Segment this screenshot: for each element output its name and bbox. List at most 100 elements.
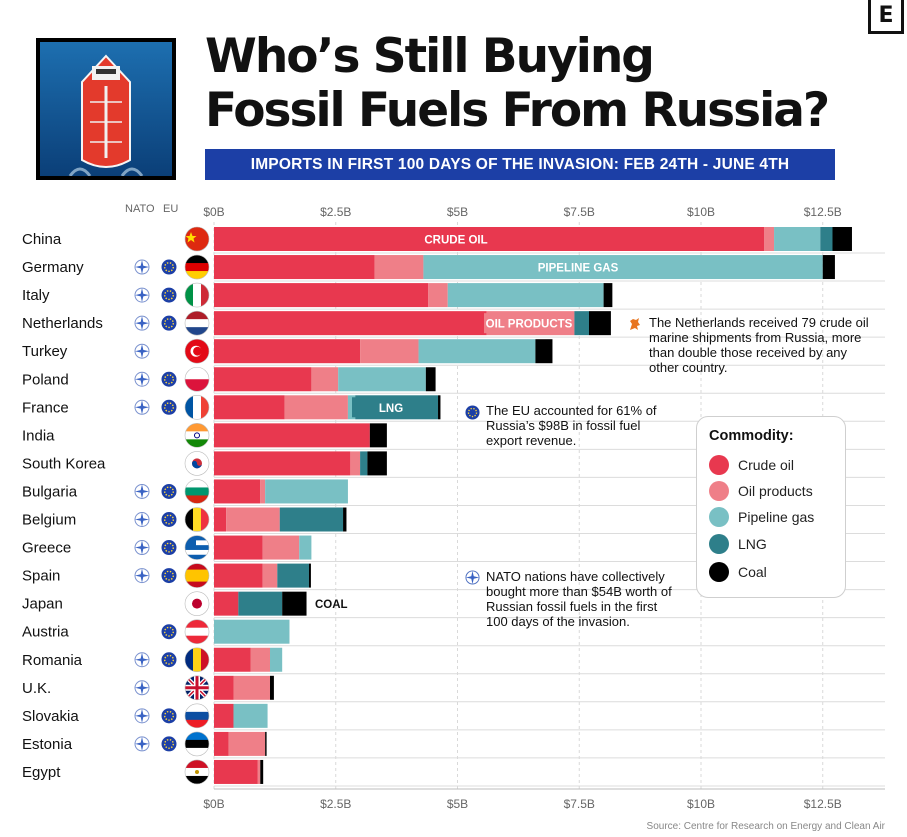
nato-icon-star bbox=[135, 372, 149, 387]
bar-bulgaria-oil-products bbox=[260, 479, 266, 504]
bar-japan-lng bbox=[238, 591, 283, 616]
flag-stripe bbox=[185, 255, 209, 264]
brand-logo-letter: E bbox=[878, 3, 894, 28]
nato-icon-star bbox=[135, 736, 149, 751]
flag-outline bbox=[184, 591, 210, 616]
flag-outline bbox=[184, 310, 210, 336]
country-label-bulgaria: Bulgaria bbox=[22, 483, 78, 500]
bar-germany-pipeline-gas bbox=[423, 255, 823, 280]
country-label-south-korea: South Korea bbox=[22, 455, 106, 472]
bar-italy-oil-products bbox=[428, 283, 448, 308]
bar-poland-crude-oil bbox=[214, 367, 312, 392]
x-tick-label-top: $2.5B bbox=[320, 205, 351, 219]
country-label-austria: Austria bbox=[22, 624, 69, 641]
flag-mark bbox=[195, 769, 199, 774]
bar-spain-coal bbox=[308, 563, 311, 588]
legend-label: Coal bbox=[738, 564, 767, 580]
legend-swatch-crude-oil bbox=[709, 455, 729, 475]
x-tick-label-top: $5B bbox=[447, 205, 468, 219]
bar-greece-oil-products bbox=[262, 535, 300, 560]
flag-stripe bbox=[201, 647, 209, 672]
bar-bulgaria-pipeline-gas bbox=[265, 479, 348, 504]
flag-stripe bbox=[185, 423, 209, 432]
bar-slovakia-pipeline-gas bbox=[233, 703, 268, 728]
flag-outline bbox=[184, 647, 210, 673]
country-label-belgium: Belgium bbox=[22, 512, 76, 529]
eu-icon-stars bbox=[163, 374, 174, 385]
eu-icon bbox=[161, 540, 177, 556]
x-tick-label-bottom: $12.5B bbox=[804, 797, 842, 811]
legend-swatch-coal bbox=[709, 562, 729, 582]
flag-belgium-icon bbox=[185, 507, 209, 532]
flag-stripe bbox=[185, 635, 209, 644]
bar-label-oil-products: OIL PRODUCTS bbox=[486, 319, 573, 331]
bar-india-crude-oil bbox=[214, 423, 370, 448]
bar-u-k-oil-products bbox=[233, 675, 271, 700]
flag-india-icon bbox=[185, 423, 209, 448]
country-label-france: France bbox=[22, 399, 69, 416]
flag-stripe bbox=[185, 495, 209, 504]
eu-icon bbox=[161, 287, 177, 303]
country-label-slovakia: Slovakia bbox=[22, 708, 79, 725]
flag-outline bbox=[184, 451, 210, 476]
bar-turkey-coal bbox=[535, 339, 553, 364]
flag-outline bbox=[184, 423, 210, 448]
country-label-netherlands: Netherlands bbox=[22, 315, 103, 332]
commodity-legend: Commodity: Crude oil Oil products Pipeli… bbox=[696, 416, 846, 598]
country-label-turkey: Turkey bbox=[22, 343, 68, 360]
flag-outline bbox=[184, 759, 210, 785]
flag-japan-icon bbox=[185, 591, 209, 616]
flag-outline bbox=[184, 675, 210, 701]
nato-icon-star bbox=[135, 652, 149, 667]
bar-slovakia-crude-oil bbox=[214, 703, 234, 728]
bar-south-korea-crude-oil bbox=[214, 451, 351, 476]
bar-china-oil-products bbox=[764, 227, 775, 251]
flag-stripe bbox=[185, 545, 209, 551]
bar-poland-pipeline-gas bbox=[338, 367, 426, 392]
bar-label-coal: COAL bbox=[315, 599, 348, 611]
source-note: Source: Centre for Research on Energy an… bbox=[646, 821, 885, 832]
nato-icon-star bbox=[135, 400, 149, 415]
flag-stripe bbox=[185, 581, 209, 588]
bar-spain-crude-oil bbox=[214, 563, 263, 588]
nato-icon-star bbox=[135, 568, 149, 583]
eu-icon bbox=[161, 315, 177, 331]
flag-stripe bbox=[185, 731, 209, 741]
flag-stripe bbox=[185, 319, 209, 328]
flag-austria-icon bbox=[185, 619, 209, 644]
country-label-japan: Japan bbox=[22, 596, 63, 613]
eu-note: The EU accounted for 61% of Russia’s $98… bbox=[486, 403, 657, 448]
tanker-illustration bbox=[40, 42, 172, 176]
bar-u-k-coal bbox=[270, 675, 274, 700]
bar-label-crude-oil: CRUDE OIL bbox=[424, 235, 487, 247]
flag-stripe bbox=[185, 479, 209, 488]
country-label-china: China bbox=[22, 231, 62, 248]
legend-item-lng: LNG bbox=[709, 533, 767, 555]
eu-icon bbox=[161, 652, 177, 668]
eu-note-icon bbox=[465, 405, 480, 420]
flag-stripe bbox=[185, 759, 209, 769]
flag-italy-icon bbox=[185, 283, 209, 308]
eu-column-header: EU bbox=[163, 203, 179, 215]
eu-icon bbox=[161, 624, 177, 640]
eu-icon-stars bbox=[163, 710, 174, 721]
flag-stripe bbox=[193, 647, 202, 672]
eu-icon bbox=[161, 483, 177, 499]
legend-item-crude-oil: Crude oil bbox=[709, 454, 794, 476]
flag-poland-icon bbox=[185, 367, 209, 392]
bar-poland-coal bbox=[425, 367, 436, 392]
flag-outline bbox=[184, 394, 210, 420]
x-tick-label-top: $12.5B bbox=[804, 205, 842, 219]
bar-estonia-crude-oil bbox=[214, 731, 229, 756]
eu-icon-stars bbox=[163, 738, 174, 749]
flag-mark bbox=[185, 535, 196, 547]
bar-belgium-coal bbox=[343, 507, 347, 532]
eu-icon-stars bbox=[163, 402, 174, 413]
flag-stripe bbox=[193, 283, 202, 308]
flag-stripe bbox=[185, 487, 209, 496]
bar-estonia-coal bbox=[265, 731, 267, 756]
netherlands-lion-icon bbox=[630, 318, 640, 330]
flag-stripe bbox=[185, 395, 194, 420]
flag-u-k-icon bbox=[185, 675, 209, 700]
flag-outline bbox=[184, 703, 210, 729]
